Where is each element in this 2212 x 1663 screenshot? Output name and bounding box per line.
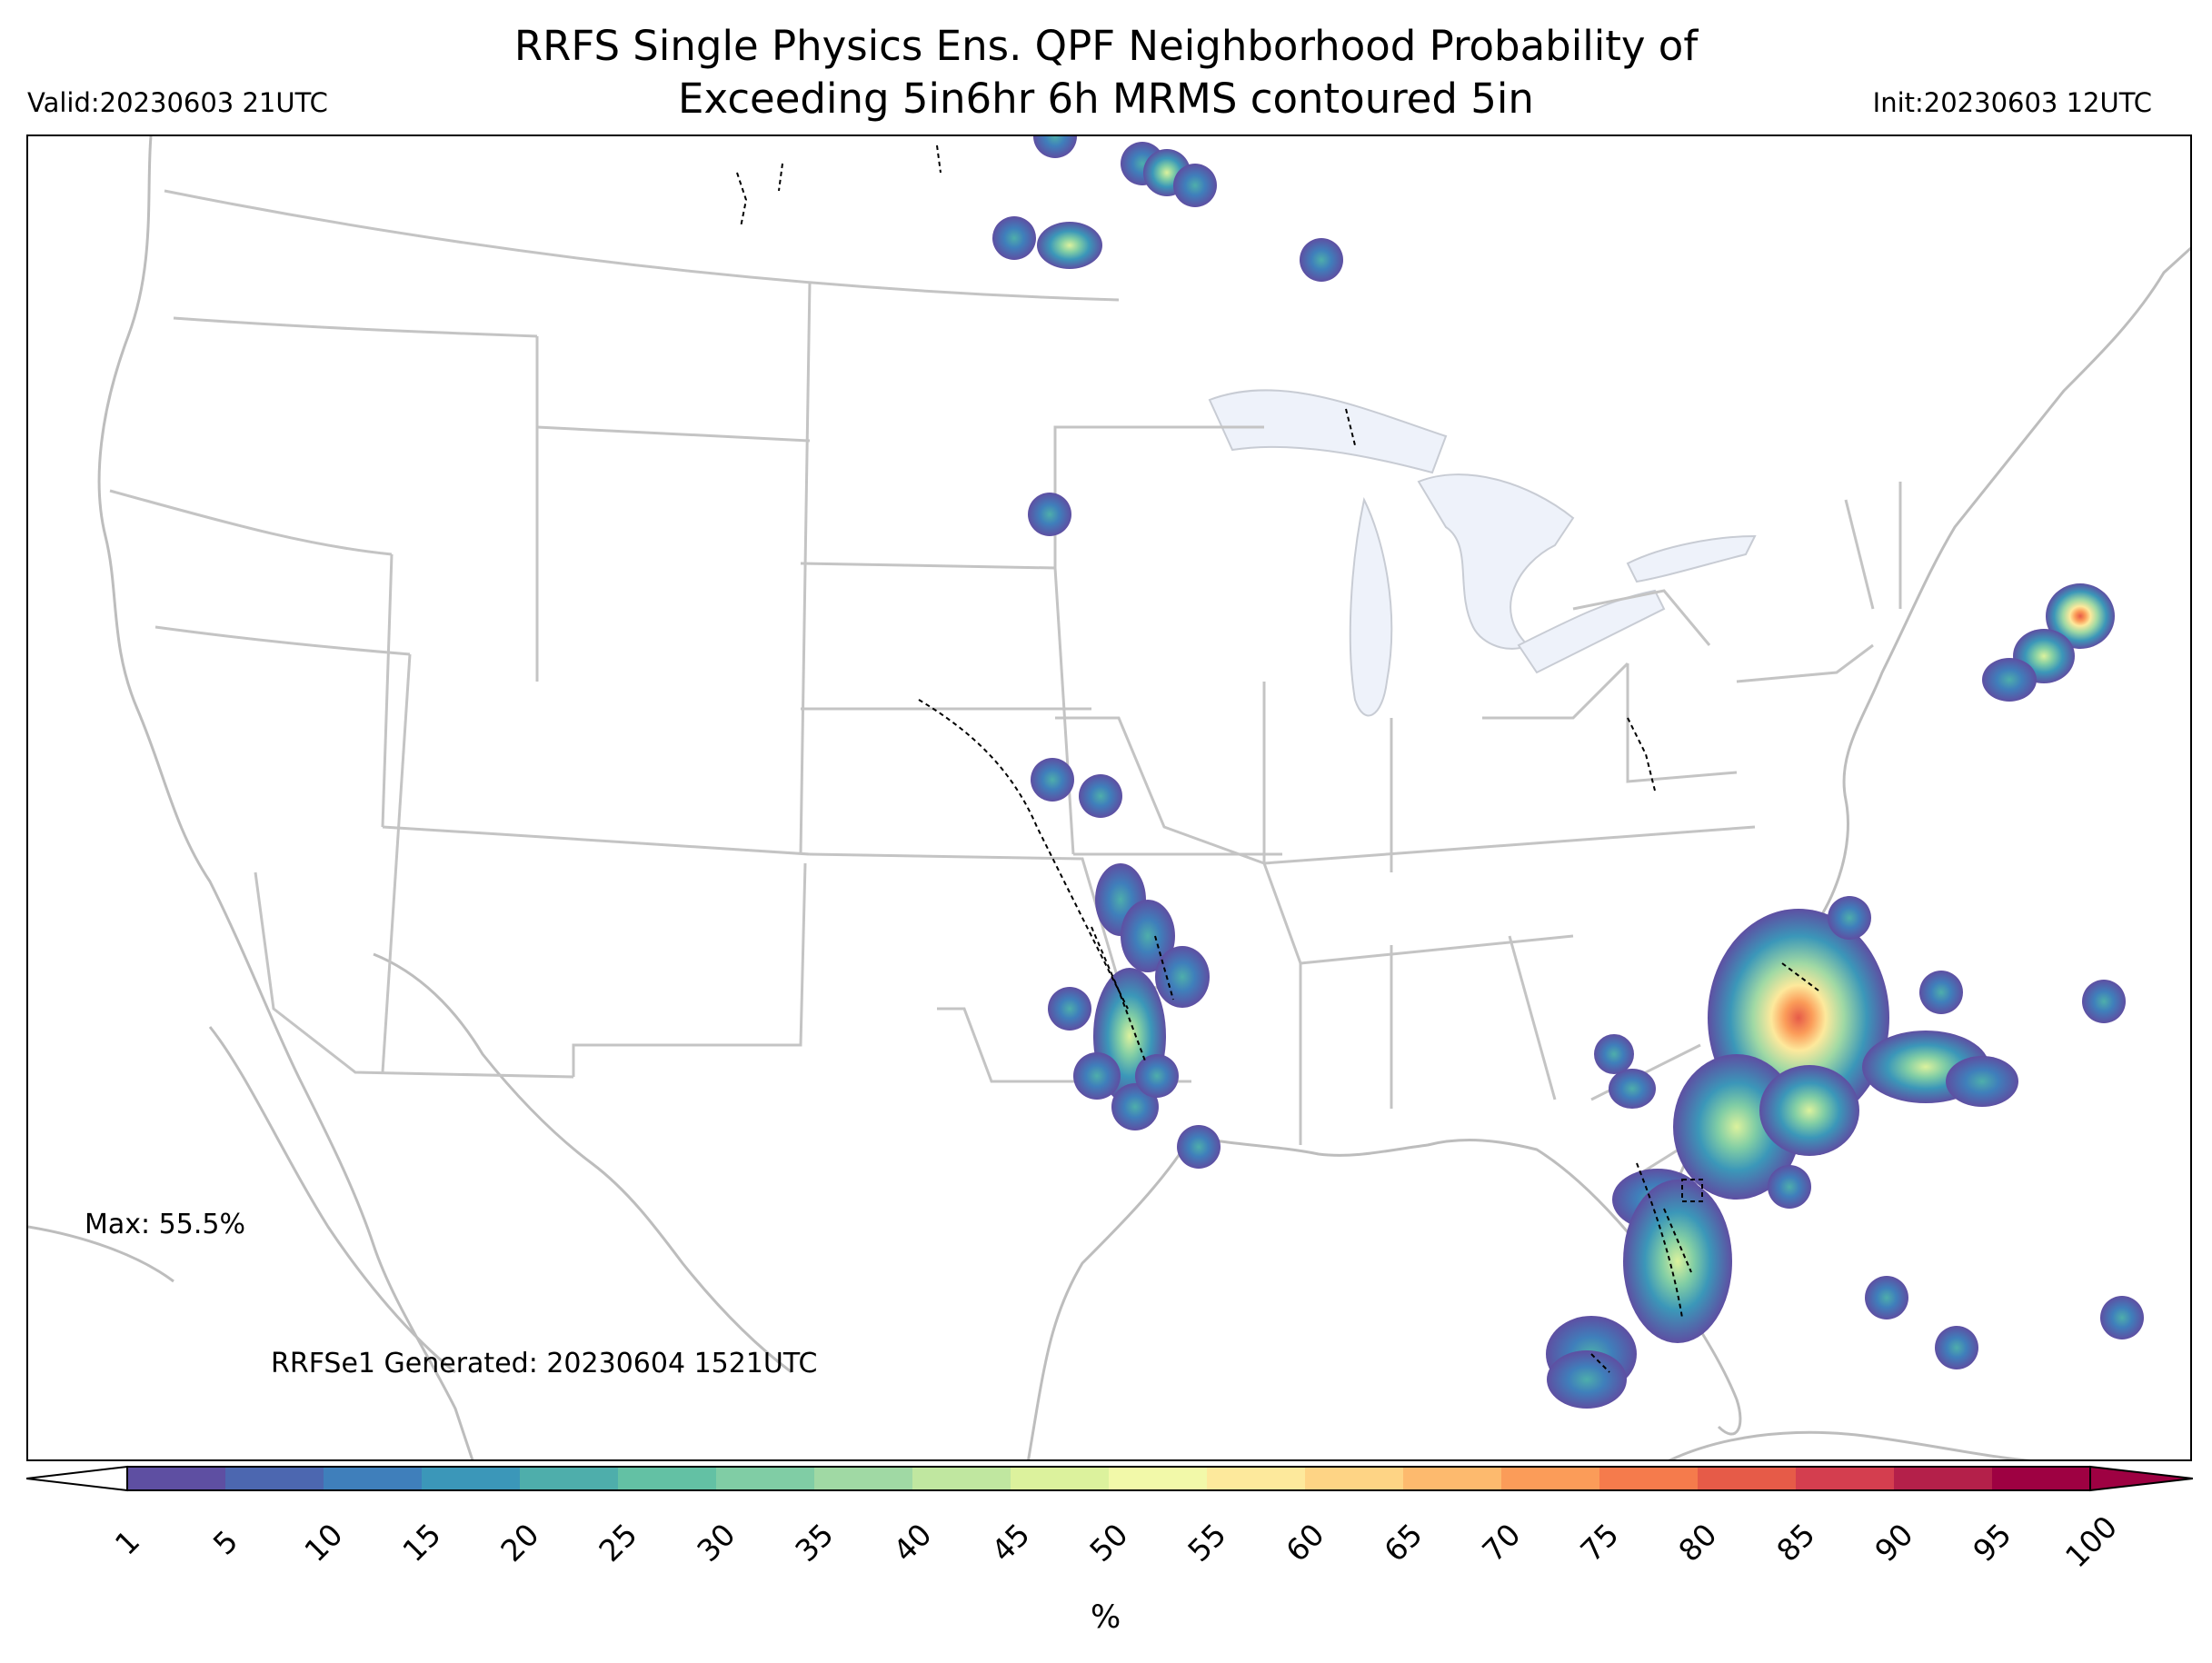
map-panel <box>26 134 2192 1461</box>
prob-blob <box>1623 1180 1732 1343</box>
colorbar-cell <box>127 1467 226 1490</box>
prob-blob <box>992 216 1036 260</box>
colorbar-cell <box>1207 1467 1306 1490</box>
colorbar-cell <box>1698 1467 1797 1490</box>
prob-blob <box>1135 1054 1179 1098</box>
prob-blob <box>1594 1034 1634 1074</box>
colorbar-cell <box>225 1467 324 1490</box>
colorbar-cell <box>814 1467 913 1490</box>
colorbar-tick-label: 5 <box>205 1523 245 1562</box>
colorbar-tick-label: 30 <box>690 1516 742 1569</box>
colorbar-tick-label: 15 <box>395 1516 448 1569</box>
prob-blob <box>1079 774 1122 818</box>
colorbar-cell <box>1403 1467 1502 1490</box>
colorbar-cell <box>716 1467 815 1490</box>
colorbar-cell <box>520 1467 619 1490</box>
basemap <box>28 136 2190 1459</box>
colorbar-tick-label: 50 <box>1082 1516 1135 1569</box>
colorbar-tick-label: 85 <box>1769 1516 1822 1569</box>
prob-blob <box>1028 493 1071 536</box>
map-title-line2: Exceeding 5in6hr 6h MRMS contoured 5in <box>678 75 1534 123</box>
colorbar-tick-label: 95 <box>1966 1516 2018 1569</box>
prob-blob <box>1173 164 1217 207</box>
colorbar-under-arrow <box>26 1465 128 1492</box>
prob-blob <box>2082 980 2126 1023</box>
colorbar-cell <box>1992 1467 2091 1490</box>
colorbar <box>26 1465 2193 1492</box>
prob-blob <box>1177 1125 1221 1169</box>
colorbar-tick-label: 55 <box>1181 1516 1233 1569</box>
prob-blob <box>1048 987 1091 1031</box>
init-time-label: Init:20230603 12UTC <box>1872 87 2152 118</box>
colorbar-tick-label: 40 <box>886 1516 939 1569</box>
colorbar-cell <box>1894 1467 1993 1490</box>
generated-label: RRFSe1 Generated: 20230604 1521UTC <box>271 1348 818 1379</box>
colorbar-tick-label: 60 <box>1279 1516 1331 1569</box>
colorbar-tick-label: 70 <box>1475 1516 1528 1569</box>
colorbar-cell <box>422 1467 521 1490</box>
colorbar-tick-label: 75 <box>1573 1516 1626 1569</box>
colorbar-cell <box>324 1467 423 1490</box>
colorbar-cell <box>1599 1467 1699 1490</box>
colorbar-cell <box>1011 1467 1110 1490</box>
prob-blob <box>2046 583 2115 649</box>
prob-blob <box>1609 1069 1656 1109</box>
prob-blob <box>1946 1056 2018 1107</box>
map-title-line1: RRFS Single Physics Ens. QPF Neighborhoo… <box>513 22 1699 70</box>
prob-blob <box>1121 900 1175 972</box>
great-lakes <box>1208 389 1757 717</box>
colorbar-over-arrow <box>2089 1465 2193 1492</box>
prob-blob <box>1031 758 1074 802</box>
prob-blob <box>1073 1052 1121 1100</box>
colorbar-tick-label: 20 <box>493 1516 546 1569</box>
colorbar-cell <box>1796 1467 1895 1490</box>
prob-blob <box>1982 658 2037 702</box>
colorbar-tick-label: 25 <box>592 1516 644 1569</box>
colorbar-cell <box>912 1467 1011 1490</box>
colorbar-unit-label: % <box>1091 1599 1121 1636</box>
colorbar-tick-label: 45 <box>984 1516 1037 1569</box>
colorbar-cell <box>1501 1467 1600 1490</box>
prob-blob <box>1919 971 1963 1014</box>
colorbar-frame <box>126 1466 2091 1491</box>
prob-blob <box>1033 136 1077 158</box>
colorbar-tick-label: 65 <box>1377 1516 1430 1569</box>
prob-blob <box>1759 1065 1859 1156</box>
prob-blob <box>1768 1165 1811 1209</box>
mrms-contours <box>736 144 1819 1373</box>
coastlines <box>28 136 2190 1459</box>
prob-blob <box>1828 896 1871 940</box>
prob-blob <box>1155 946 1210 1008</box>
colorbar-cell <box>1305 1467 1404 1490</box>
max-value-label: Max: 55.5% <box>85 1209 245 1240</box>
colorbar-tick-label: 10 <box>297 1516 350 1569</box>
state-borders <box>109 189 1902 1183</box>
colorbar-tick-label: 35 <box>788 1516 841 1569</box>
colorbar-tick-label: 90 <box>1868 1516 1920 1569</box>
prob-blob <box>2100 1296 2144 1339</box>
prob-blob <box>1300 238 1343 282</box>
prob-blob <box>1037 222 1102 269</box>
colorbar-cell <box>1109 1467 1208 1490</box>
colorbar-tick-label: 1 <box>107 1523 147 1562</box>
colorbar-cell <box>618 1467 717 1490</box>
prob-blob <box>1935 1326 1978 1369</box>
colorbar-tick-label: 80 <box>1671 1516 1724 1569</box>
prob-blob <box>1865 1276 1908 1319</box>
colorbar-tick-label: 100 <box>2058 1509 2125 1575</box>
prob-blob <box>1547 1350 1627 1409</box>
probability-blobs <box>992 136 2144 1409</box>
valid-time-label: Valid:20230603 21UTC <box>27 87 328 118</box>
